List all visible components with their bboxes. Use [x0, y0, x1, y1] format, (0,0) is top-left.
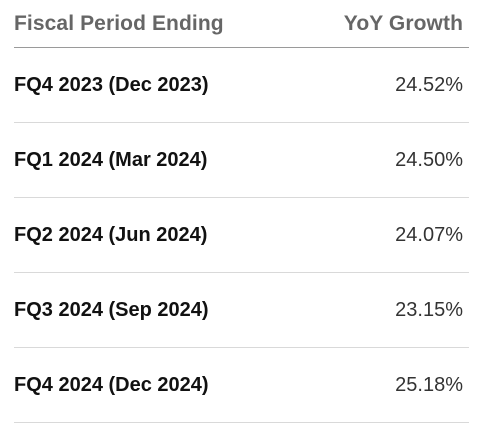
- period-cell: FQ2 2024 (Jun 2024): [14, 223, 208, 246]
- growth-table: Fiscal Period Ending YoY Growth FQ4 2023…: [14, 0, 469, 423]
- table-row: FQ4 2023 (Dec 2023) 24.52%: [14, 48, 469, 123]
- table-header: Fiscal Period Ending YoY Growth: [14, 0, 469, 48]
- growth-cell: 25.18%: [395, 373, 463, 396]
- table-row: FQ1 2024 (Mar 2024) 24.50%: [14, 123, 469, 198]
- column-header-yoy-growth[interactable]: YoY Growth: [343, 11, 463, 35]
- growth-cell: 24.07%: [395, 223, 463, 246]
- column-header-fiscal-period[interactable]: Fiscal Period Ending: [14, 11, 224, 35]
- table-row: FQ4 2024 (Dec 2024) 25.18%: [14, 348, 469, 423]
- period-cell: FQ4 2023 (Dec 2023): [14, 73, 209, 96]
- growth-cell: 24.50%: [395, 148, 463, 171]
- growth-cell: 23.15%: [395, 298, 463, 321]
- table-row: FQ3 2024 (Sep 2024) 23.15%: [14, 273, 469, 348]
- period-cell: FQ3 2024 (Sep 2024): [14, 298, 209, 321]
- table-row: FQ2 2024 (Jun 2024) 24.07%: [14, 198, 469, 273]
- period-cell: FQ1 2024 (Mar 2024): [14, 148, 208, 171]
- growth-cell: 24.52%: [395, 73, 463, 96]
- period-cell: FQ4 2024 (Dec 2024): [14, 373, 209, 396]
